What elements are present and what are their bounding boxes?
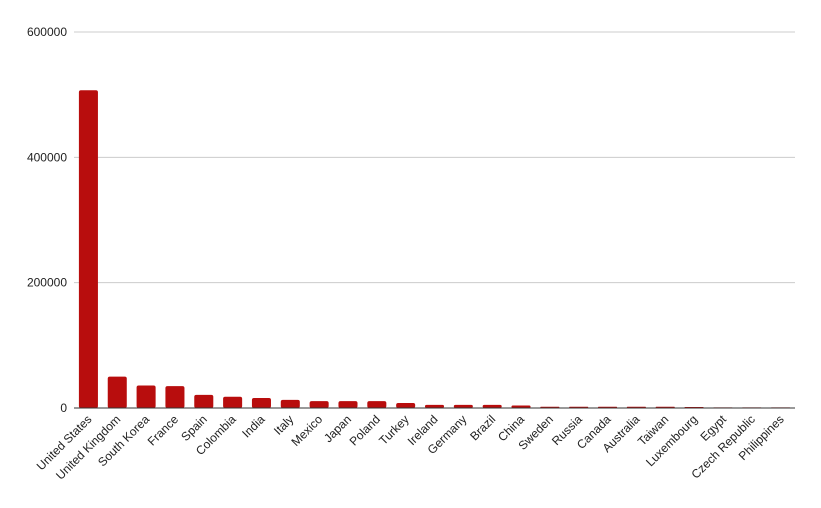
bar-united-states (78, 90, 98, 408)
y-tick-label: 600000 (27, 25, 67, 39)
bar-japan (338, 401, 358, 408)
x-tick-label: France (145, 412, 182, 449)
bar-germany (453, 404, 473, 408)
bars (78, 90, 791, 408)
bar-china (511, 405, 531, 408)
bar-india (251, 397, 271, 408)
bar-brazil (482, 404, 502, 408)
x-tick-label: Mexico (288, 412, 325, 449)
bar-italy (280, 399, 300, 408)
x-tick-label: Turkey (376, 412, 412, 448)
x-tick-label: India (239, 412, 268, 441)
y-tick-label: 0 (60, 401, 67, 415)
x-tick-label: Poland (347, 412, 383, 448)
bar-united-kingdom (107, 376, 127, 408)
bar-poland (367, 401, 387, 408)
x-tick-label: Brazil (467, 412, 498, 443)
bar-turkey (396, 402, 416, 408)
bar-ireland (424, 404, 445, 408)
y-axis-ticks: 0 200000 400000 600000 (27, 25, 67, 415)
bar-france (165, 386, 185, 408)
bar-spain (194, 394, 214, 408)
gridlines (74, 31, 795, 284)
y-tick-label: 200000 (27, 276, 67, 290)
bar-south-korea (136, 385, 156, 408)
bar-colombia (223, 396, 243, 408)
bar-mexico (309, 401, 329, 408)
y-tick-label: 400000 (27, 150, 67, 164)
